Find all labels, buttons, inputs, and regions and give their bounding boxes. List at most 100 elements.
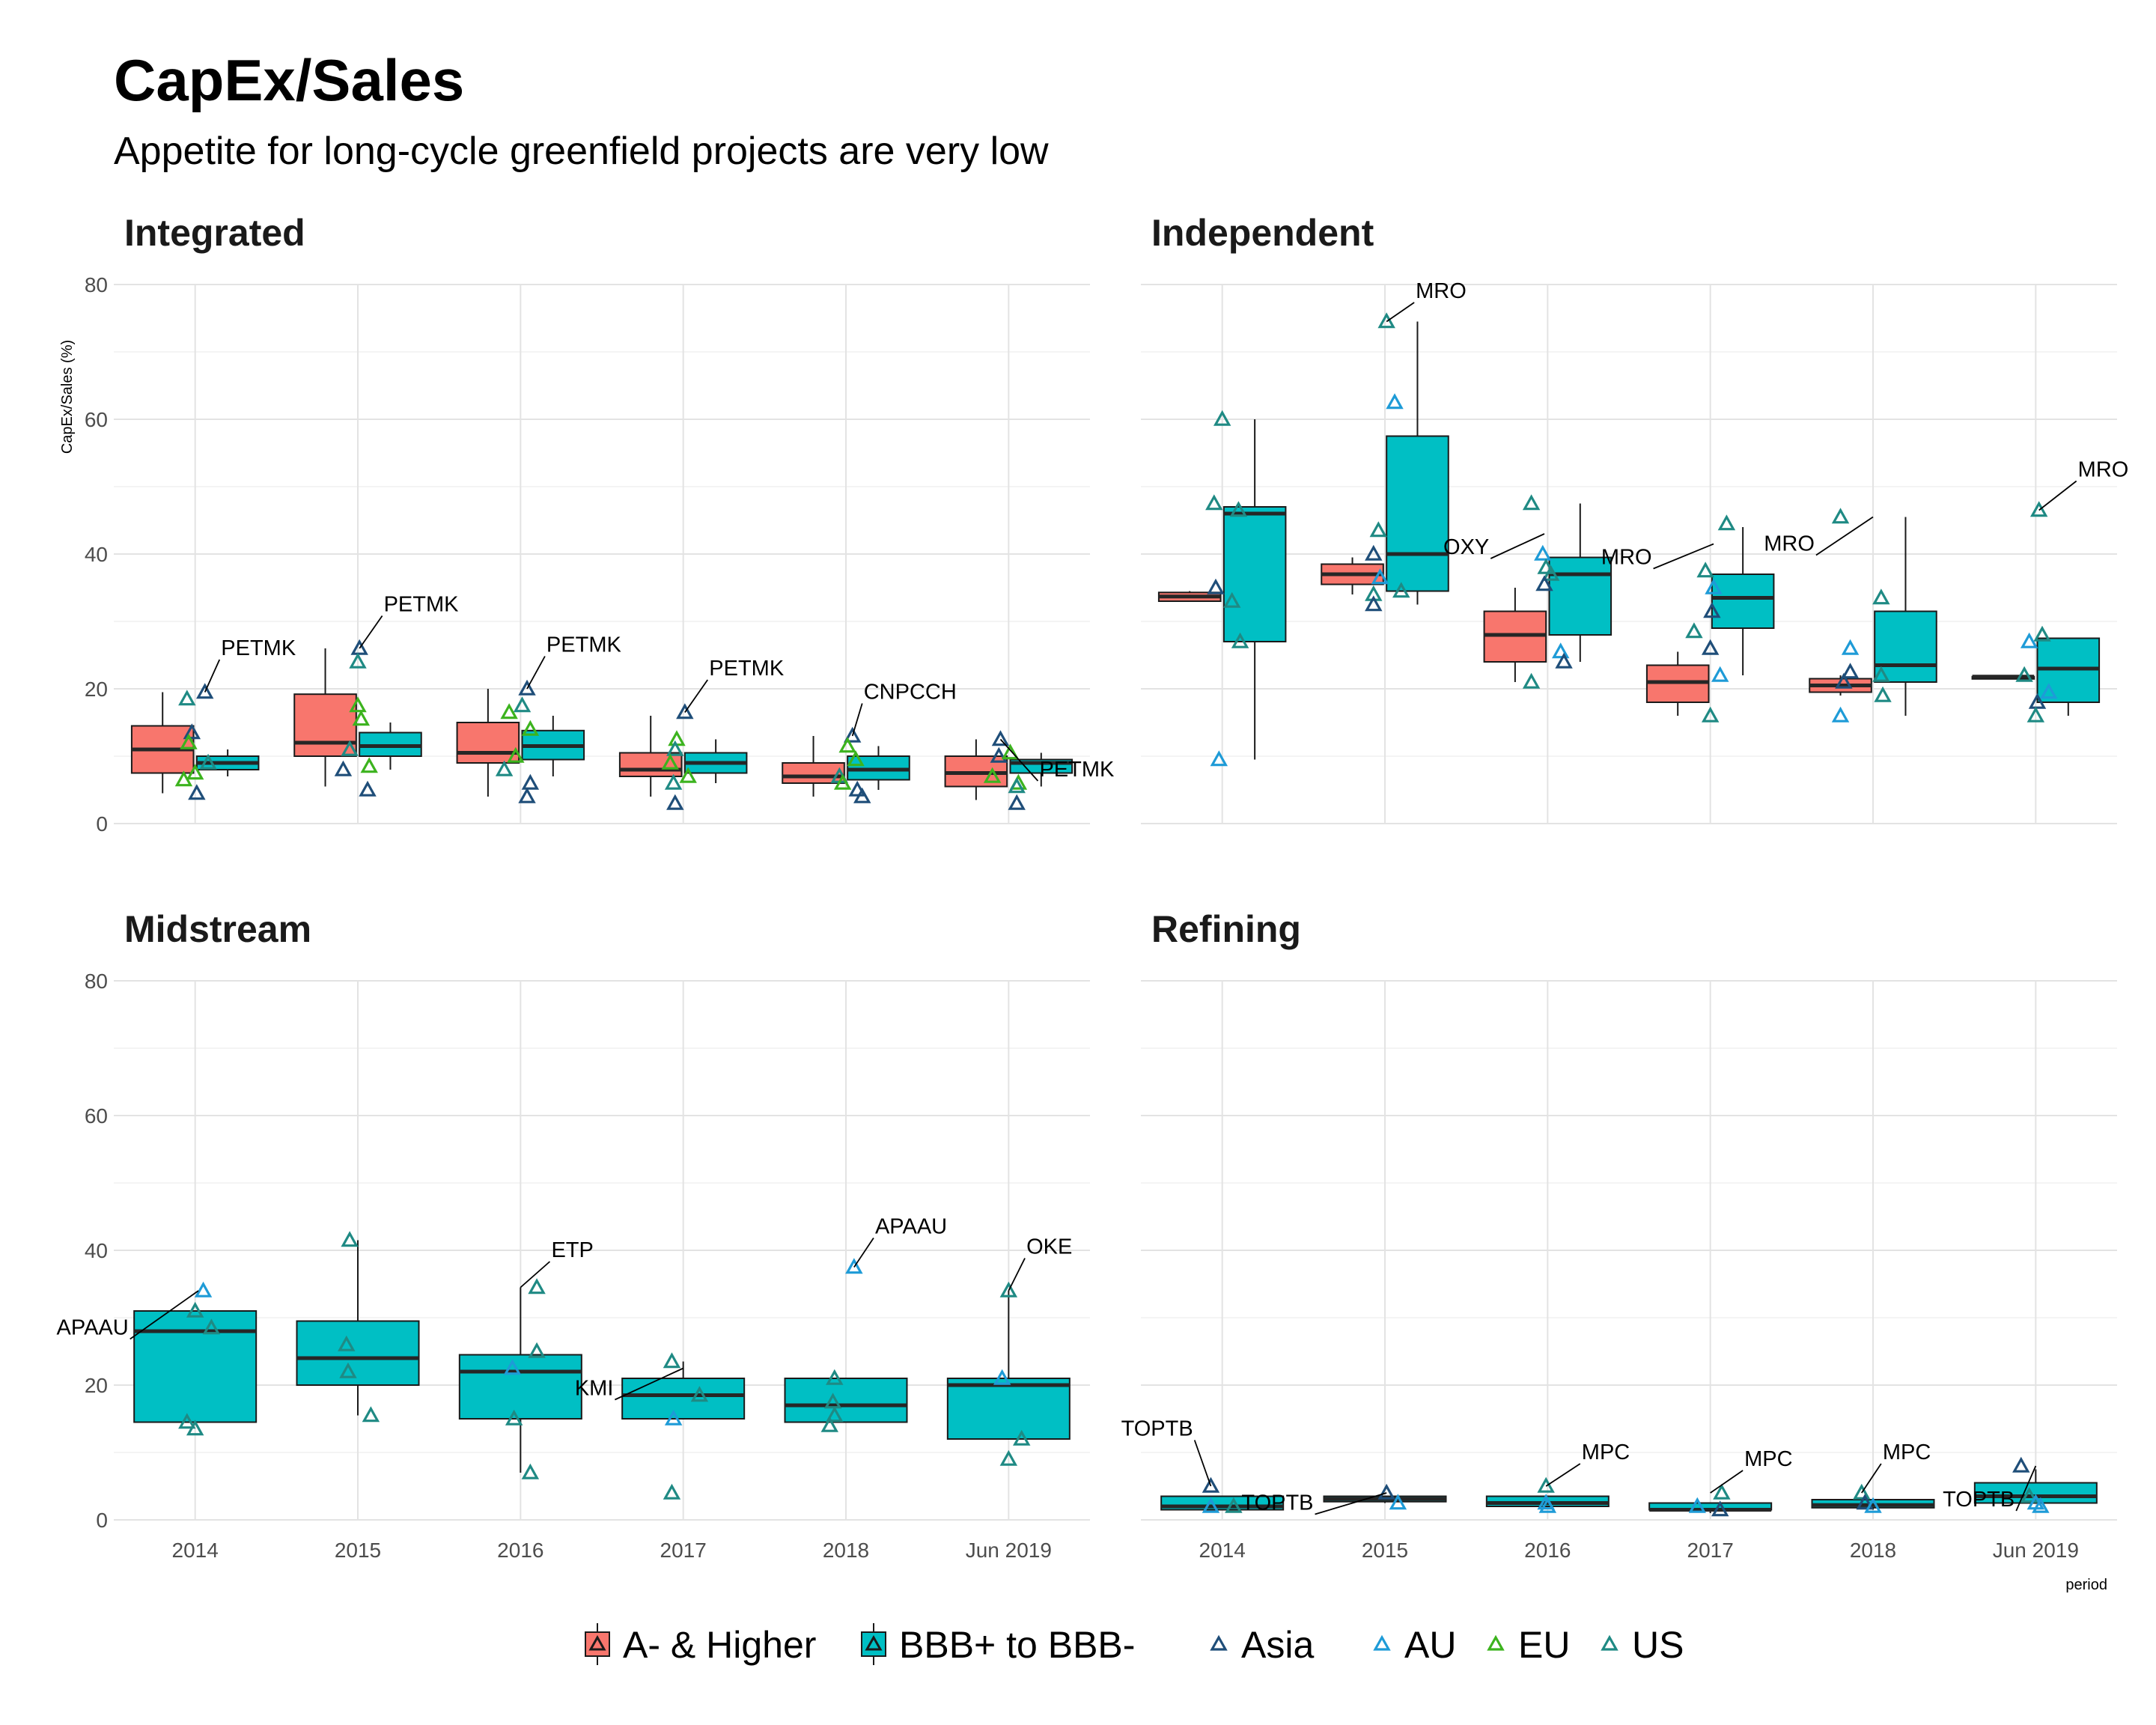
box-bbb (621, 1361, 746, 1420)
point-label: MRO (1416, 279, 1467, 303)
data-point-asia (1365, 595, 1383, 612)
label-leader-line (2015, 1465, 2037, 1512)
legend-item-region: AU (1373, 1624, 1456, 1666)
box-a-higher (456, 689, 520, 797)
data-point-us (999, 1281, 1018, 1297)
data-point-au (1705, 578, 1723, 594)
data-point-us (663, 1483, 681, 1500)
box-bbb (1548, 503, 1613, 662)
legend-key-triangle (1373, 1634, 1391, 1651)
data-point-us (1685, 622, 1703, 639)
label-leader-line (1815, 516, 1874, 556)
facet-title: Integrated (124, 212, 305, 254)
data-point-us (521, 1463, 540, 1479)
data-point-au (2040, 683, 2058, 699)
data-point-au (1534, 544, 1552, 561)
point-label: OXY (1443, 535, 1489, 559)
point-label: MPC (1582, 1440, 1630, 1464)
data-point-asia (676, 703, 694, 719)
data-point-au (993, 1369, 1011, 1385)
data-point-asia (1841, 663, 1860, 679)
data-point-au (1386, 393, 1404, 410)
point-label: MRO (1601, 546, 1652, 570)
data-point-asia (1008, 794, 1026, 810)
label-leader-line (130, 1290, 199, 1340)
data-point-au (1864, 1497, 1882, 1513)
point-label: TOPTB (1241, 1491, 1313, 1515)
data-point-asia (1703, 602, 1721, 618)
box-bbb (1160, 1495, 1285, 1511)
data-point-eu (661, 753, 679, 770)
data-point-asia (518, 787, 536, 803)
data-point-us (1205, 494, 1223, 511)
box-bbb (683, 739, 748, 783)
legend-item-region: Asia (1210, 1624, 1314, 1666)
facet-panel-midstream: Midstream 0 20 40 60 80 2014 2015 2016 2017 2018 Ju… (57, 908, 1090, 1562)
data-point-eu (1001, 743, 1020, 760)
label-leader-line (1193, 1440, 1212, 1487)
legend-key-triangle (1601, 1634, 1618, 1651)
data-point-eu (352, 710, 371, 726)
box-body (946, 1378, 1071, 1440)
data-point-asia (359, 780, 377, 797)
y-tick-label: 20 (85, 678, 108, 701)
data-point-us (999, 1449, 1018, 1466)
label-leader-line (1545, 1463, 1581, 1487)
data-point-eu (180, 733, 198, 749)
data-point-us (1369, 521, 1388, 538)
data-point-us (1717, 514, 1736, 531)
box-bbb (195, 749, 260, 776)
data-point-au (1389, 1494, 1407, 1510)
box-bbb (1874, 517, 1937, 716)
data-point-asia (1202, 1476, 1220, 1493)
y-axis-title: CapEx/Sales (%) (59, 340, 76, 454)
facet-title: Refining (1151, 908, 1301, 950)
data-point-us (1701, 706, 1720, 722)
data-point-us (820, 1416, 838, 1432)
box-body (784, 1378, 908, 1423)
box-bbb (847, 746, 910, 790)
data-point-us (1541, 565, 1560, 581)
point-label: MPC (1744, 1447, 1792, 1471)
x-axis-title: period (2065, 1577, 2107, 1593)
facet-panel-independent: Independent MRO OXY MRO MRO MRO (1141, 212, 2128, 824)
box-body (1386, 435, 1449, 592)
x-tick-label: Jun 2019 (1993, 1539, 2079, 1562)
point-label: APAAU (57, 1316, 129, 1340)
point-label: TOPTB (1121, 1417, 1193, 1441)
data-point-us (1831, 508, 1850, 524)
data-point-au (1688, 1497, 1706, 1513)
data-point-us (826, 1406, 844, 1423)
box-body (621, 1378, 746, 1420)
box-bbb (1009, 752, 1074, 787)
y-tick-label: 40 (85, 543, 108, 566)
facet-panel-refining: Refining 2014 2015 2016 2017 2018 Jun 2019 TOPT… (1121, 908, 2117, 1562)
data-point-asia (1711, 1500, 1729, 1517)
data-point-asia (1535, 575, 1553, 591)
box-bbb (296, 1240, 420, 1416)
data-point-us (2015, 666, 2033, 682)
data-point-au (1552, 642, 1570, 659)
data-point-asia (195, 683, 214, 699)
data-point-asia (2028, 693, 2047, 709)
point-label: CNPCCH (864, 681, 957, 705)
data-point-us (513, 696, 532, 713)
box-bbb (458, 1287, 582, 1473)
data-point-us (690, 1386, 709, 1402)
data-point-eu (507, 746, 525, 763)
legend-key-triangle (1487, 1634, 1505, 1651)
box-bbb (359, 722, 422, 770)
label-leader-line (1008, 1258, 1026, 1292)
legend-label: BBB+ to BBB- (899, 1624, 1135, 1666)
data-point-asia (334, 760, 353, 776)
data-point-us (664, 773, 683, 790)
data-point-asia (666, 794, 684, 810)
data-point-asia (2012, 1456, 2030, 1473)
box-body (133, 1310, 258, 1423)
label-leader-line (1710, 1470, 1744, 1494)
data-point-us (186, 1420, 204, 1436)
point-label: PETMK (1039, 758, 1115, 782)
x-tick-label: 2014 (1199, 1539, 1246, 1562)
box-bbb (1386, 321, 1449, 605)
